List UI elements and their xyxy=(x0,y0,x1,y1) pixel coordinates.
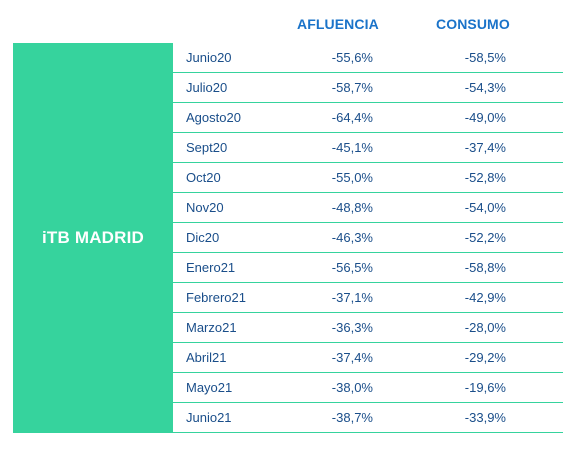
month-cell: Junio20 xyxy=(186,50,232,65)
table-row: Sept20 -45,1% -37,4% xyxy=(173,133,563,163)
month-cell: Julio20 xyxy=(186,80,228,95)
table-row: Junio20 -55,6% -58,5% xyxy=(173,43,563,73)
table-rows: Junio20 -55,6% -58,5% Julio20 -58,7% -54… xyxy=(173,43,563,433)
table-row: Oct20 -55,0% -52,8% xyxy=(173,163,563,193)
consumo-cell: -42,9% xyxy=(464,290,506,305)
month-cell: Marzo21 xyxy=(186,320,237,335)
afluencia-cell: -48,8% xyxy=(331,200,373,215)
afluencia-cell: -38,0% xyxy=(331,380,373,395)
table-row: Nov20 -48,8% -54,0% xyxy=(173,193,563,223)
table-row: Enero21 -56,5% -58,8% xyxy=(173,253,563,283)
afluencia-cell: -55,6% xyxy=(331,50,373,65)
month-cell: Agosto20 xyxy=(186,110,241,125)
table-row: Marzo21 -36,3% -28,0% xyxy=(173,313,563,343)
consumo-cell: -28,0% xyxy=(464,320,506,335)
afluencia-cell: -46,3% xyxy=(331,230,373,245)
afluencia-cell: -37,4% xyxy=(331,350,373,365)
table-header: AFLUENCIA CONSUMO xyxy=(0,8,577,40)
table-row: Febrero21 -37,1% -42,9% xyxy=(173,283,563,313)
consumo-cell: -58,8% xyxy=(464,260,506,275)
consumo-cell: -19,6% xyxy=(464,380,506,395)
month-cell: Dic20 xyxy=(186,230,220,245)
data-table: iTB MADRID Junio20 -55,6% -58,5% Julio20… xyxy=(13,43,563,434)
group-label: iTB MADRID xyxy=(41,228,145,247)
consumo-cell: -54,0% xyxy=(464,200,506,215)
month-cell: Abril21 xyxy=(186,350,227,365)
consumo-cell: -52,8% xyxy=(464,170,506,185)
table-row: Dic20 -46,3% -52,2% xyxy=(173,223,563,253)
afluencia-cell: -64,4% xyxy=(331,110,373,125)
afluencia-cell: -37,1% xyxy=(331,290,373,305)
afluencia-cell: -58,7% xyxy=(331,80,373,95)
consumo-cell: -58,5% xyxy=(464,50,506,65)
table-row: Julio20 -58,7% -54,3% xyxy=(173,73,563,103)
afluencia-cell: -36,3% xyxy=(331,320,373,335)
consumo-cell: -29,2% xyxy=(464,350,506,365)
afluencia-cell: -45,1% xyxy=(331,140,373,155)
table-row: Abril21 -37,4% -29,2% xyxy=(173,343,563,373)
month-cell: Sept20 xyxy=(186,140,228,155)
consumo-cell: -54,3% xyxy=(464,80,506,95)
consumo-cell: -49,0% xyxy=(464,110,506,125)
afluencia-cell: -56,5% xyxy=(331,260,373,275)
table-row: Mayo21 -38,0% -19,6% xyxy=(173,373,563,403)
month-cell: Nov20 xyxy=(186,200,224,215)
month-cell: Oct20 xyxy=(186,170,221,185)
consumo-cell: -52,2% xyxy=(464,230,506,245)
month-cell: Mayo21 xyxy=(186,380,233,395)
consumo-cell: -33,9% xyxy=(464,410,506,425)
month-cell: Febrero21 xyxy=(186,290,246,305)
group-cell: iTB MADRID xyxy=(13,43,173,433)
table-row: Agosto20 -64,4% -49,0% xyxy=(173,103,563,133)
month-cell: Enero21 xyxy=(186,260,236,275)
afluencia-cell: -55,0% xyxy=(331,170,373,185)
consumo-column-header: CONSUMO xyxy=(436,16,510,32)
table-row: Junio21 -38,7% -33,9% xyxy=(173,403,563,433)
consumo-cell: -37,4% xyxy=(464,140,506,155)
month-cell: Junio21 xyxy=(186,410,232,425)
afluencia-cell: -38,7% xyxy=(331,410,373,425)
afluencia-column-header: AFLUENCIA xyxy=(297,16,379,32)
